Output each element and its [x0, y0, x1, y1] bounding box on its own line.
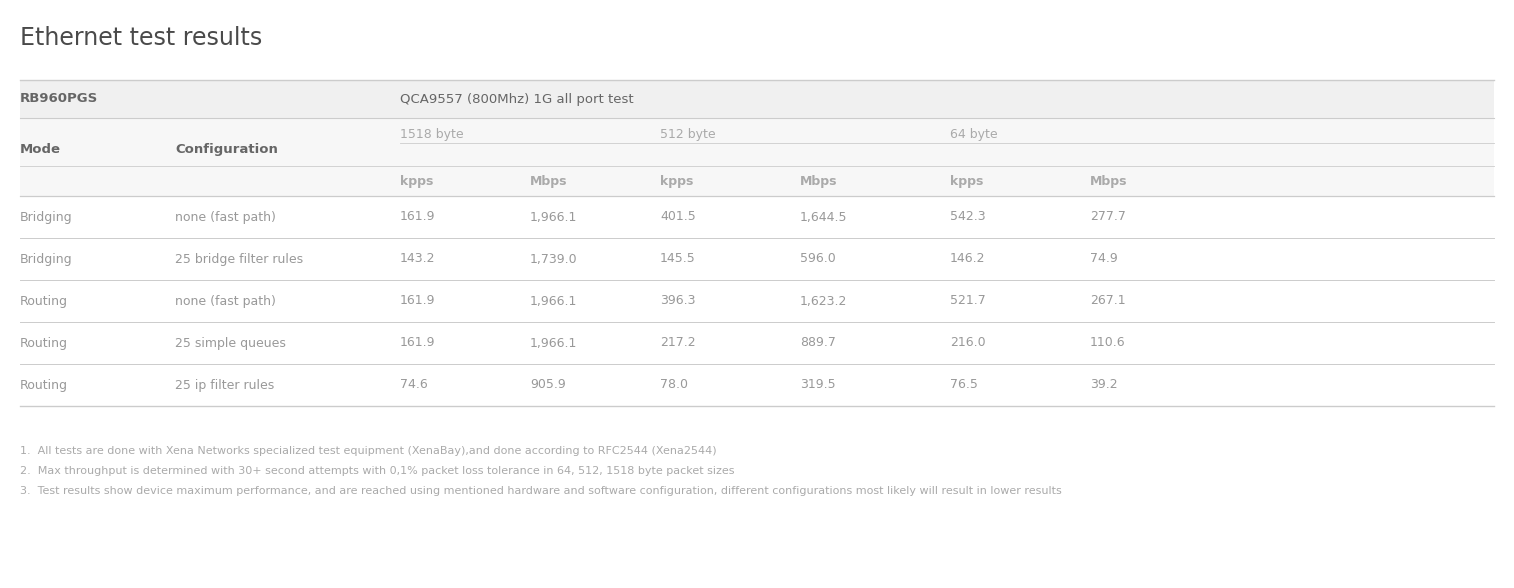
Text: 1,623.2: 1,623.2	[799, 295, 848, 308]
Text: 1,966.1: 1,966.1	[530, 336, 577, 349]
Text: 1518 byte: 1518 byte	[400, 128, 463, 141]
Text: kpps: kpps	[949, 175, 984, 188]
Text: 161.9: 161.9	[400, 336, 436, 349]
Text: 3.  Test results show device maximum performance, and are reached using mentione: 3. Test results show device maximum perf…	[20, 486, 1061, 496]
Text: 110.6: 110.6	[1090, 336, 1125, 349]
Bar	[20, 166, 1494, 196]
Text: Routing: Routing	[20, 295, 68, 308]
Bar	[20, 280, 1494, 322]
Text: none (fast path): none (fast path)	[176, 211, 276, 223]
Text: 396.3: 396.3	[660, 295, 695, 308]
Text: Mbps: Mbps	[799, 175, 837, 188]
Bar	[20, 322, 1494, 364]
Bar	[20, 118, 1494, 166]
Text: 161.9: 161.9	[400, 295, 436, 308]
Text: 889.7: 889.7	[799, 336, 836, 349]
Text: Bridging: Bridging	[20, 252, 73, 266]
Text: Bridging: Bridging	[20, 211, 73, 223]
Text: Ethernet test results: Ethernet test results	[20, 26, 262, 50]
Text: 267.1: 267.1	[1090, 295, 1125, 308]
Text: 161.9: 161.9	[400, 211, 436, 223]
Text: 146.2: 146.2	[949, 252, 986, 266]
Text: 1,644.5: 1,644.5	[799, 211, 848, 223]
Text: kpps: kpps	[660, 175, 693, 188]
Text: Configuration: Configuration	[176, 143, 279, 156]
Text: 2.  Max throughput is determined with 30+ second attempts with 0,1% packet loss : 2. Max throughput is determined with 30+…	[20, 466, 734, 476]
Text: none (fast path): none (fast path)	[176, 295, 276, 308]
Text: RB960PGS: RB960PGS	[20, 92, 98, 105]
Text: Mbps: Mbps	[530, 175, 568, 188]
Text: 905.9: 905.9	[530, 379, 566, 392]
Text: 521.7: 521.7	[949, 295, 986, 308]
Bar	[20, 364, 1494, 406]
Text: 1,739.0: 1,739.0	[530, 252, 578, 266]
Text: 542.3: 542.3	[949, 211, 986, 223]
Text: 39.2: 39.2	[1090, 379, 1117, 392]
Bar	[20, 196, 1494, 238]
Text: 1,966.1: 1,966.1	[530, 295, 577, 308]
Text: 74.9: 74.9	[1090, 252, 1117, 266]
Text: 277.7: 277.7	[1090, 211, 1126, 223]
Text: Mbps: Mbps	[1090, 175, 1128, 188]
Text: 319.5: 319.5	[799, 379, 836, 392]
Text: 74.6: 74.6	[400, 379, 428, 392]
Text: 25 simple queues: 25 simple queues	[176, 336, 286, 349]
Text: 25 ip filter rules: 25 ip filter rules	[176, 379, 274, 392]
Text: 512 byte: 512 byte	[660, 128, 716, 141]
Text: 76.5: 76.5	[949, 379, 978, 392]
Text: 78.0: 78.0	[660, 379, 687, 392]
Text: 143.2: 143.2	[400, 252, 436, 266]
Text: Routing: Routing	[20, 336, 68, 349]
Text: 216.0: 216.0	[949, 336, 986, 349]
Bar	[20, 238, 1494, 280]
Text: 1.  All tests are done with Xena Networks specialized test equipment (XenaBay),a: 1. All tests are done with Xena Networks…	[20, 446, 716, 456]
Text: 25 bridge filter rules: 25 bridge filter rules	[176, 252, 303, 266]
Text: 596.0: 596.0	[799, 252, 836, 266]
Text: 217.2: 217.2	[660, 336, 695, 349]
Text: QCA9557 (800Mhz) 1G all port test: QCA9557 (800Mhz) 1G all port test	[400, 92, 634, 105]
Text: Mode: Mode	[20, 143, 61, 156]
Text: 145.5: 145.5	[660, 252, 696, 266]
Bar	[20, 80, 1494, 118]
Text: 401.5: 401.5	[660, 211, 696, 223]
Text: Routing: Routing	[20, 379, 68, 392]
Text: 1,966.1: 1,966.1	[530, 211, 577, 223]
Text: kpps: kpps	[400, 175, 433, 188]
Text: 64 byte: 64 byte	[949, 128, 998, 141]
